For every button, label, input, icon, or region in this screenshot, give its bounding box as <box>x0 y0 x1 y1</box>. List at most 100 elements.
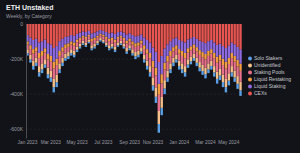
bar <box>190 24 192 38</box>
bar <box>58 69 60 73</box>
bar <box>140 43 142 48</box>
bar <box>140 48 142 52</box>
bar <box>178 60 180 65</box>
bar <box>196 39 198 47</box>
legend-label: Liquid Staking <box>254 83 286 89</box>
bar <box>55 46 57 59</box>
bar <box>128 45 130 48</box>
y-tick-label: 0 <box>20 21 23 27</box>
x-tick-label: May 2023 <box>67 140 88 145</box>
bar <box>120 24 122 31</box>
x-tick-label: Mar 2024 <box>195 140 216 145</box>
bar <box>131 24 133 35</box>
bar <box>131 53 133 55</box>
bar <box>111 24 113 33</box>
legend-label: Unidentified <box>254 62 281 68</box>
bar <box>90 41 92 45</box>
bar <box>44 65 46 68</box>
bar <box>204 54 206 59</box>
bar <box>163 24 165 49</box>
bar <box>29 49 31 55</box>
bar <box>210 24 212 40</box>
bar <box>207 63 209 69</box>
bar <box>149 66 151 72</box>
bar <box>64 54 66 58</box>
bar <box>64 58 66 61</box>
bar <box>105 32 107 37</box>
bar <box>64 44 66 48</box>
bar <box>140 24 142 35</box>
bar <box>193 24 195 37</box>
bar <box>117 39 119 43</box>
bar <box>111 33 113 38</box>
y-tick-label: -600K <box>10 126 24 132</box>
bar <box>90 48 92 50</box>
bar <box>149 72 151 76</box>
legend-label: Liquid Restaking <box>254 76 291 82</box>
bar <box>175 45 177 49</box>
bar <box>143 59 145 62</box>
bar <box>146 49 148 54</box>
bar <box>82 38 84 41</box>
bar <box>38 72 40 76</box>
bar <box>181 24 183 41</box>
bar <box>50 56 52 62</box>
bar <box>35 39 37 47</box>
bar <box>233 24 235 44</box>
y-axis: 0-200K-400K-600K <box>10 21 27 138</box>
bar <box>222 59 224 65</box>
legend-swatch <box>248 78 252 82</box>
bar <box>90 45 92 48</box>
bar <box>96 38 98 41</box>
bar <box>93 38 95 40</box>
bar <box>178 24 180 40</box>
bar <box>187 59 189 64</box>
bar <box>70 45 72 50</box>
bar <box>172 63 174 66</box>
bar <box>41 63 43 69</box>
bar <box>210 54 212 61</box>
bar <box>47 74 49 78</box>
grid <box>26 24 242 129</box>
bar <box>166 77 168 81</box>
bar <box>219 55 221 61</box>
bar <box>143 45 145 49</box>
bar <box>219 60 221 68</box>
bar <box>82 41 84 43</box>
bar <box>233 70 235 77</box>
bar <box>67 43 69 47</box>
bar <box>131 35 133 41</box>
bar <box>123 44 125 47</box>
bar <box>93 47 95 49</box>
bar <box>47 59 49 67</box>
bar <box>143 24 145 38</box>
bar <box>198 62 200 68</box>
bar <box>61 39 63 47</box>
bar <box>111 40 113 44</box>
bar <box>201 57 203 65</box>
bar <box>47 24 49 43</box>
bar <box>93 24 95 33</box>
bar <box>152 24 154 47</box>
bar <box>137 55 139 57</box>
bar <box>193 48 195 54</box>
bar <box>64 48 66 54</box>
bar <box>175 24 177 38</box>
bar <box>120 36 122 38</box>
bar <box>166 70 168 77</box>
bar <box>93 40 95 44</box>
series-layer <box>26 40 241 133</box>
bar <box>38 66 40 72</box>
bar <box>123 40 125 44</box>
bar <box>123 33 125 38</box>
bar <box>53 48 55 62</box>
x-tick: Mar 2024 <box>195 138 216 145</box>
bar <box>29 55 31 60</box>
bar <box>152 47 154 60</box>
bar <box>105 39 107 43</box>
bar <box>70 41 72 44</box>
bar <box>198 24 200 41</box>
bar <box>196 51 198 57</box>
bar <box>172 58 174 63</box>
bar <box>79 33 81 38</box>
